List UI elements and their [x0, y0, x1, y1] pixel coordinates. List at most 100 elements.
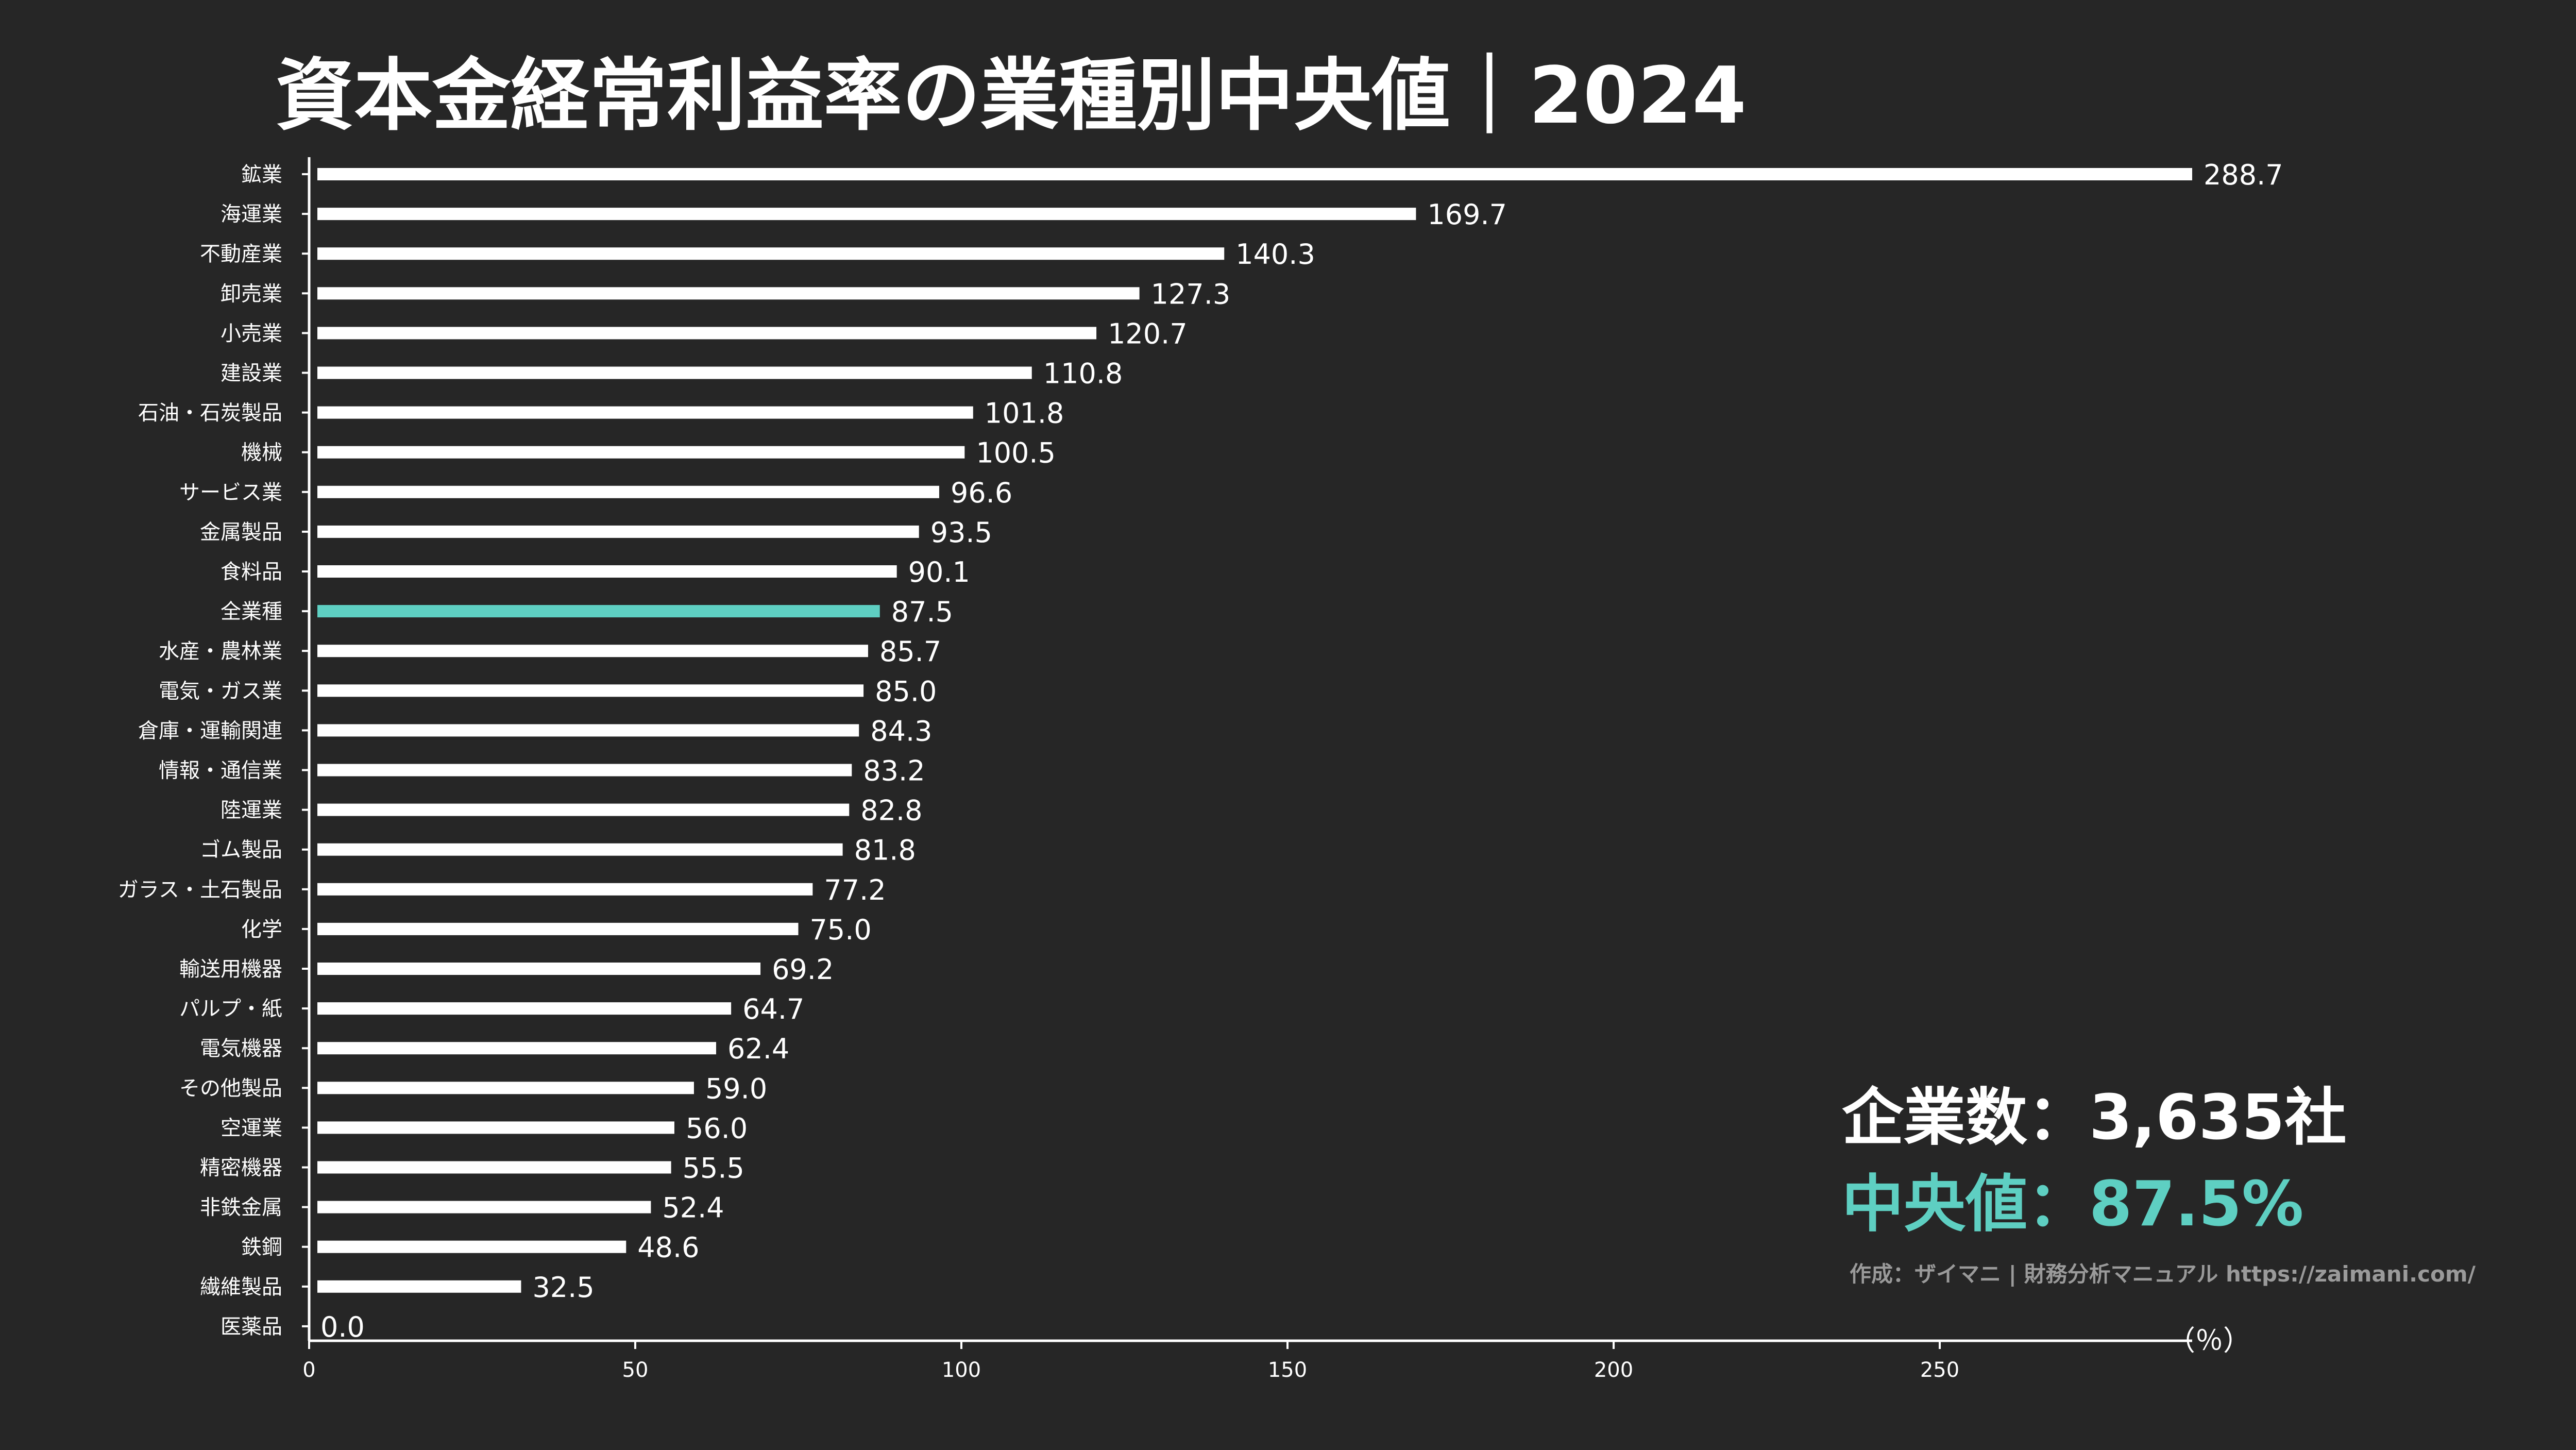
company-count-text: 企業数：3,635社	[1842, 1082, 2347, 1154]
bar	[317, 1002, 732, 1015]
bar	[317, 1240, 626, 1253]
bar	[317, 843, 843, 856]
bar	[317, 446, 965, 459]
value-label: 64.7	[742, 993, 804, 1025]
category-label: ゴム製品	[200, 838, 282, 862]
x-axis-unit-label: （％）	[2167, 1324, 2251, 1357]
bar	[317, 366, 1032, 379]
credit-text: 作成：ザイマニ | 財務分析マニュアル https://zaimani.com/	[1850, 1261, 2476, 1287]
category-label: 精密機器	[200, 1156, 282, 1180]
category-label: 空運業	[221, 1116, 282, 1140]
value-label: 120.7	[1108, 317, 1188, 350]
value-label: 87.5	[891, 596, 953, 628]
value-label: 110.8	[1043, 358, 1123, 390]
bar	[317, 287, 1140, 300]
category-label: 小売業	[221, 322, 282, 345]
x-tick-label: 100	[942, 1358, 981, 1382]
bar	[317, 605, 880, 618]
category-label: 卸売業	[221, 282, 282, 306]
category-label: 食料品	[221, 560, 282, 584]
category-label: 医薬品	[221, 1315, 282, 1339]
category-label: 電気機器	[200, 1037, 282, 1060]
bar	[317, 883, 813, 896]
bar	[317, 525, 919, 538]
value-label: 90.1	[908, 556, 970, 588]
value-label: 56.0	[686, 1112, 748, 1144]
category-label: 非鉄金属	[200, 1196, 282, 1220]
bar	[317, 803, 850, 816]
bar	[317, 684, 864, 697]
value-label: 85.7	[879, 635, 941, 668]
value-label: 69.2	[772, 953, 834, 986]
value-label: 85.0	[875, 675, 937, 707]
axes-group: 0 50 100 150 200 250	[302, 157, 2192, 1382]
chart-title: 資本金経常利益率の業種別中央値｜2024	[276, 50, 1747, 141]
category-label: サービス業	[179, 481, 282, 504]
bar	[317, 1042, 716, 1055]
bar	[317, 327, 1097, 340]
category-label: 電気・ガス業	[159, 679, 282, 703]
value-label: 52.4	[662, 1192, 724, 1224]
category-label: その他製品	[179, 1076, 282, 1100]
x-tick-label: 50	[622, 1358, 649, 1382]
category-label: 輸送用機器	[179, 957, 282, 981]
value-label: 140.3	[1235, 238, 1315, 271]
bar	[317, 1161, 671, 1174]
category-label: 陸運業	[221, 799, 282, 822]
category-label: 不動産業	[200, 242, 282, 266]
value-label: 127.3	[1151, 278, 1231, 310]
bars-group: 鉱業 288.7 海運業 169.7 不動産業 140.3 卸売業 127.3 小売業 120.7…	[118, 159, 2283, 1343]
category-label: 水産・農林業	[159, 639, 282, 663]
category-label: 全業種	[221, 600, 282, 623]
category-label: パルプ・紙	[179, 997, 282, 1021]
value-label: 55.5	[683, 1152, 744, 1185]
bar	[317, 645, 868, 657]
value-label: 93.5	[930, 516, 992, 549]
category-label: 機械	[241, 441, 282, 465]
category-label: 繊維製品	[200, 1275, 282, 1299]
bar	[317, 406, 973, 419]
bar	[317, 764, 852, 777]
bar	[317, 168, 2192, 180]
value-label: 169.7	[1427, 198, 1507, 231]
value-label: 48.6	[637, 1232, 699, 1264]
category-label: 金属製品	[200, 520, 282, 544]
value-label: 81.8	[854, 834, 916, 867]
value-label: 83.2	[863, 755, 925, 787]
bar	[317, 922, 799, 935]
category-label: 情報・通信業	[159, 759, 282, 783]
bar	[317, 963, 761, 975]
value-label: 101.8	[985, 397, 1064, 430]
value-label: 59.0	[705, 1072, 767, 1105]
value-label: 96.6	[951, 477, 1012, 509]
value-label: 75.0	[810, 914, 872, 946]
value-label: 62.4	[727, 1033, 789, 1065]
value-label: 77.2	[824, 874, 886, 906]
category-label: 鉱業	[241, 163, 282, 187]
category-label: 鉄鋼	[241, 1236, 282, 1259]
x-tick-label: 250	[1920, 1358, 1959, 1382]
bar	[317, 1121, 674, 1134]
x-tick-label: 200	[1594, 1358, 1633, 1382]
category-label: ガラス・土石製品	[118, 878, 282, 902]
category-label: 石油・石炭製品	[138, 401, 282, 425]
x-tick-label: 150	[1268, 1358, 1307, 1382]
value-label: 288.7	[2204, 159, 2283, 191]
value-label: 32.5	[532, 1271, 594, 1304]
bar	[317, 1201, 651, 1213]
bar	[317, 1082, 694, 1094]
value-label: 84.3	[870, 715, 932, 747]
category-label: 化学	[241, 918, 282, 941]
x-tick-label: 0	[302, 1358, 315, 1382]
value-label: 100.5	[976, 437, 1056, 469]
bar	[317, 565, 897, 578]
value-label: 82.8	[860, 795, 922, 827]
bar	[317, 247, 1225, 260]
category-label: 海運業	[221, 203, 282, 226]
bar	[317, 724, 859, 737]
bar	[317, 485, 939, 498]
bar	[317, 1280, 521, 1293]
category-label: 建設業	[221, 362, 282, 385]
value-label: 0.0	[320, 1311, 365, 1343]
bar	[317, 208, 1416, 221]
